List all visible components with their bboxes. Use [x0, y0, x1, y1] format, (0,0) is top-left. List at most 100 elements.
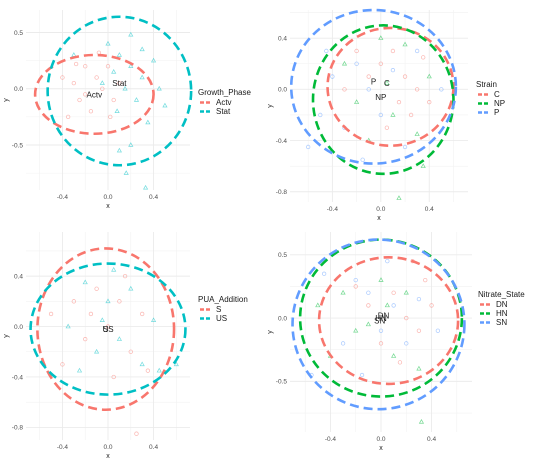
data-point [390, 112, 396, 117]
data-point [123, 170, 129, 175]
data-point [116, 52, 122, 57]
confidence-ellipse [311, 24, 455, 176]
y-axis-label: y [3, 98, 10, 102]
data-point [128, 349, 133, 354]
data-point [396, 100, 402, 105]
data-point [150, 317, 157, 322]
y-tick-label: 0.0 [14, 86, 23, 93]
data-point [83, 64, 88, 69]
data-point [378, 341, 384, 346]
data-point [384, 125, 390, 130]
legend-label: S [216, 305, 221, 314]
data-point [365, 321, 371, 327]
data-point [416, 296, 422, 302]
data-point [88, 311, 94, 317]
data-point [122, 85, 128, 91]
data-point [426, 73, 432, 79]
data-point [105, 40, 111, 46]
data-point [390, 68, 396, 73]
data-point [142, 184, 149, 190]
y-tick-label: -0.4 [12, 374, 24, 381]
data-point [391, 290, 396, 295]
y-tick-label: -0.4 [276, 138, 288, 145]
y-tick-label: 0.4 [278, 35, 287, 42]
data-point [318, 112, 323, 118]
data-point [378, 328, 384, 333]
data-point [71, 80, 76, 86]
data-point [83, 337, 88, 342]
data-point [111, 374, 116, 380]
data-point [378, 112, 383, 118]
centroid-label: C [384, 79, 390, 88]
data-point [360, 157, 365, 162]
data-point [116, 147, 122, 153]
x-tick-label: -0.4 [57, 194, 69, 201]
x-tick-label: 0.0 [103, 194, 112, 201]
data-point [128, 142, 134, 147]
data-point [76, 367, 83, 373]
x-tick-label: -0.4 [327, 206, 339, 213]
x-tick-label: 0.0 [103, 444, 112, 451]
data-point [416, 365, 422, 371]
y-tick-label: 0.0 [14, 324, 23, 331]
y-tick-label: 0.0 [278, 315, 287, 322]
data-point [439, 87, 444, 92]
data-point [391, 303, 396, 308]
confidence-ellipse [317, 256, 460, 386]
legend-label: DN [496, 300, 508, 309]
data-point [173, 361, 179, 367]
plot-area [290, 10, 468, 202]
data-point [48, 311, 54, 317]
legend-label: C [494, 90, 500, 99]
data-point [378, 35, 384, 40]
x-axis-label: x [106, 203, 110, 210]
data-point [414, 87, 420, 92]
data-point [378, 277, 384, 282]
centroid-label: S [103, 325, 108, 334]
data-point [156, 85, 162, 91]
y-tick-label: -0.5 [276, 379, 288, 386]
confidence-ellipse [46, 15, 193, 167]
data-point [60, 75, 65, 80]
y-tick-label: 0.0 [278, 87, 287, 94]
data-point [105, 64, 111, 69]
data-point [342, 87, 347, 92]
legend-title: PUA_Addition [198, 295, 248, 304]
data-point [324, 48, 329, 54]
centroid-label: P [371, 78, 376, 87]
x-tick-label: 0.4 [425, 206, 434, 213]
chart-panel-4: -0.4 0.0 0.4-0.50.00.5xyDNHNSNNitrate_Stat… [267, 232, 525, 452]
data-point [414, 131, 420, 136]
data-point [397, 360, 403, 365]
y-axis-label: y [267, 104, 274, 108]
data-point [384, 302, 390, 308]
data-point [378, 61, 383, 66]
centroid-label: Actv [87, 90, 103, 99]
confidence-ellipse [298, 238, 464, 398]
data-point [139, 46, 145, 52]
data-point [404, 341, 409, 346]
data-point [65, 323, 71, 329]
confidence-ellipse [29, 262, 187, 396]
data-point [408, 112, 414, 118]
centroid-label: HN [375, 314, 387, 323]
data-point [156, 367, 162, 373]
data-point [420, 163, 426, 168]
y-tick-label: -0.8 [276, 189, 288, 196]
confidence-ellipse [291, 238, 466, 411]
data-point [353, 327, 359, 333]
data-point [99, 80, 105, 85]
chart-panel-1: -0.4 0.0 0.4-0.50.00.5xyActvStatGrowth_Pha… [3, 10, 251, 210]
data-point [139, 361, 145, 367]
x-axis-label: x [106, 453, 110, 460]
data-point [416, 328, 422, 333]
x-axis-label: x [377, 215, 381, 222]
data-point [385, 258, 390, 264]
legend-title: Nitrate_State [478, 290, 525, 299]
chart-panel-3: -0.4 0.0 0.4-0.8-0.40.00.4xySUSPUA_Additio… [3, 232, 248, 460]
data-point [128, 63, 134, 69]
data-point [427, 100, 432, 105]
